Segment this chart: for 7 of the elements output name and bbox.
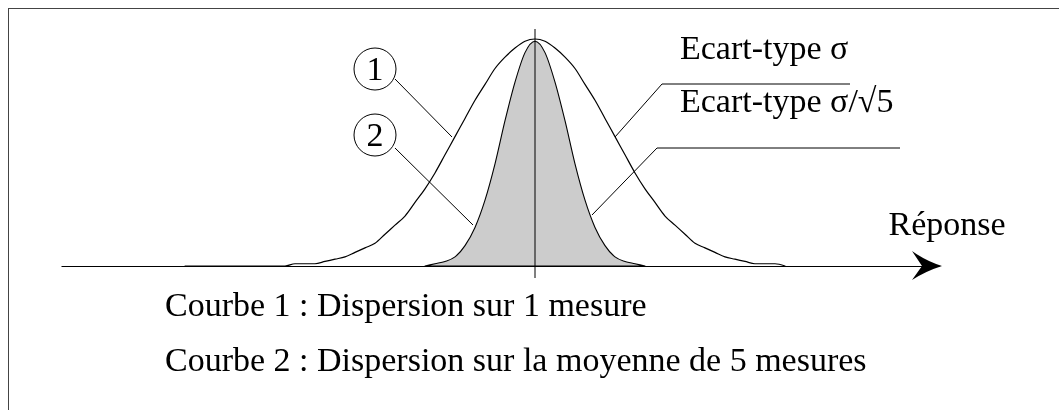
annotation: 1 xyxy=(366,50,384,87)
x-axis-title: Réponse xyxy=(888,204,1006,242)
annotation: Ecart-type σ xyxy=(680,29,849,66)
annotation: 2 xyxy=(366,116,384,153)
annotation: Ecart-type σ/√5 xyxy=(680,82,894,119)
text: Courbe 2 : Dispersion sur la moyenne de 5 mesures xyxy=(165,341,867,378)
text: Courbe 1 : Dispersion sur 1 mesure xyxy=(165,286,647,323)
